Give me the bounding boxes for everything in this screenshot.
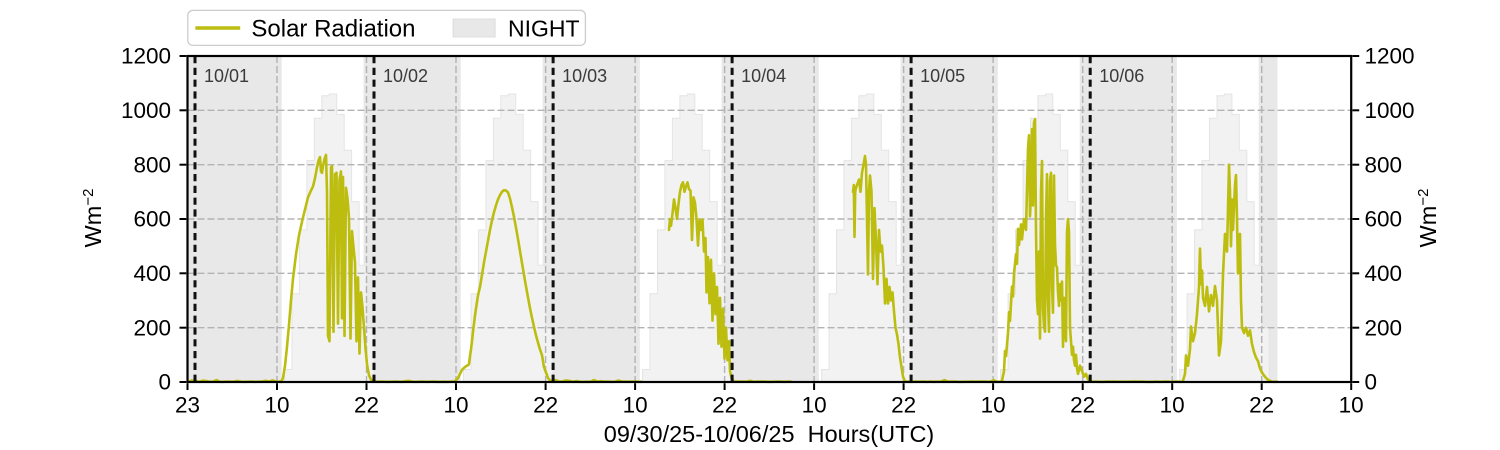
svg-text:600: 600 (133, 207, 171, 232)
svg-text:10: 10 (802, 393, 827, 418)
svg-text:10: 10 (1160, 393, 1185, 418)
svg-text:10: 10 (1339, 393, 1364, 418)
svg-text:10: 10 (264, 393, 289, 418)
svg-text:NIGHT: NIGHT (508, 15, 580, 41)
svg-text:400: 400 (1365, 261, 1403, 286)
svg-text:09/30/25-10/06/25 Hours(UTC): 09/30/25-10/06/25 Hours(UTC) (604, 421, 934, 447)
svg-text:10: 10 (981, 393, 1006, 418)
svg-text:Solar Radiation: Solar Radiation (251, 16, 415, 43)
svg-text:10: 10 (443, 393, 468, 418)
svg-text:22: 22 (1070, 393, 1095, 418)
svg-text:800: 800 (1365, 152, 1403, 177)
svg-text:1000: 1000 (121, 98, 171, 123)
svg-text:22: 22 (1249, 393, 1274, 418)
svg-text:22: 22 (891, 393, 916, 418)
svg-text:1200: 1200 (1365, 44, 1415, 69)
svg-text:200: 200 (133, 315, 171, 340)
svg-text:22: 22 (354, 393, 379, 418)
svg-text:10/03: 10/03 (562, 66, 607, 86)
svg-text:22: 22 (712, 393, 737, 418)
svg-text:10/04: 10/04 (741, 66, 786, 86)
svg-text:400: 400 (133, 261, 171, 286)
svg-text:22: 22 (533, 393, 558, 418)
svg-text:10: 10 (623, 393, 648, 418)
svg-text:0: 0 (158, 370, 171, 395)
svg-text:200: 200 (1365, 315, 1403, 340)
svg-text:600: 600 (1365, 207, 1403, 232)
svg-text:23: 23 (175, 393, 200, 418)
svg-text:1000: 1000 (1365, 98, 1415, 123)
svg-text:1200: 1200 (121, 44, 171, 69)
svg-text:10/05: 10/05 (920, 66, 965, 86)
svg-text:10/06: 10/06 (1099, 66, 1144, 86)
svg-text:10/01: 10/01 (204, 66, 249, 86)
svg-text:800: 800 (133, 152, 171, 177)
svg-text:0: 0 (1365, 370, 1378, 395)
svg-text:10/02: 10/02 (383, 66, 428, 86)
